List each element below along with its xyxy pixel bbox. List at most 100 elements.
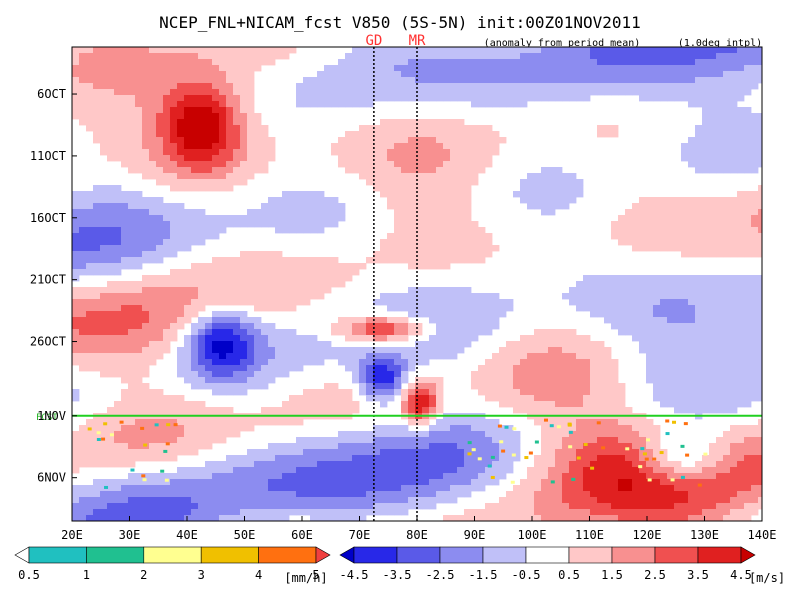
field-cell — [205, 149, 213, 156]
field-cell — [401, 131, 409, 138]
field-cell — [254, 329, 262, 336]
field-cell — [93, 419, 101, 426]
field-cell — [205, 467, 213, 474]
field-cell — [611, 407, 619, 414]
field-cell — [135, 353, 143, 360]
field-cell — [667, 311, 675, 318]
field-cell — [436, 185, 444, 192]
field-cell — [135, 167, 143, 174]
field-cell — [324, 443, 332, 450]
field-cell — [163, 167, 171, 174]
field-cell — [716, 215, 724, 222]
field-cell — [709, 221, 717, 228]
field-cell — [212, 281, 220, 288]
field-cell — [177, 293, 185, 300]
field-cell — [723, 281, 731, 288]
field-cell — [310, 263, 318, 270]
field-cell — [163, 407, 171, 414]
field-cell — [184, 209, 192, 216]
field-cell — [233, 71, 241, 78]
field-cell — [464, 467, 472, 474]
field-cell — [205, 179, 213, 186]
field-cell — [205, 353, 213, 360]
field-cell — [520, 77, 528, 84]
field-cell — [695, 215, 703, 222]
field-cell — [380, 317, 388, 324]
field-cell — [394, 185, 402, 192]
field-cell — [310, 293, 318, 300]
field-cell — [128, 119, 136, 126]
field-cell — [254, 455, 262, 462]
field-cell — [324, 275, 332, 282]
field-cell — [513, 401, 521, 408]
field-cell — [310, 89, 318, 96]
field-cell — [275, 365, 283, 372]
field-cell — [135, 443, 143, 450]
field-cell — [289, 353, 297, 360]
field-cell — [226, 113, 234, 120]
field-cell — [296, 89, 304, 96]
field-cell — [744, 329, 752, 336]
field-cell — [268, 143, 276, 150]
field-cell — [646, 215, 654, 222]
field-cell — [562, 53, 570, 60]
field-cell — [758, 443, 762, 450]
field-cell — [170, 407, 178, 414]
field-cell — [457, 449, 465, 456]
field-cell — [128, 437, 136, 444]
field-cell — [198, 59, 206, 66]
field-cell — [562, 293, 570, 300]
field-cell — [737, 461, 745, 468]
field-cell — [121, 281, 129, 288]
field-cell — [128, 107, 136, 114]
field-cell — [436, 419, 444, 426]
field-cell — [681, 347, 689, 354]
field-cell — [520, 389, 528, 396]
field-cell — [709, 299, 717, 306]
field-cell — [401, 395, 409, 402]
field-cell — [695, 155, 703, 162]
field-cell — [296, 101, 304, 108]
field-cell — [191, 89, 199, 96]
field-cell — [394, 143, 402, 150]
field-cell — [527, 371, 535, 378]
field-cell — [548, 419, 556, 426]
field-cell — [429, 257, 437, 264]
field-cell — [72, 83, 80, 90]
field-cell — [100, 479, 108, 486]
field-cell — [380, 155, 388, 162]
field-cell — [86, 89, 94, 96]
field-cell — [338, 329, 346, 336]
field-cell — [205, 101, 213, 108]
field-cell — [338, 359, 346, 366]
field-cell — [541, 365, 549, 372]
field-cell — [562, 347, 570, 354]
field-cell — [387, 449, 395, 456]
field-cell — [240, 473, 248, 480]
field-cell — [576, 95, 584, 102]
field-cell — [156, 305, 164, 312]
field-cell — [380, 359, 388, 366]
field-cell — [723, 53, 731, 60]
field-cell — [443, 287, 451, 294]
field-cell — [436, 311, 444, 318]
field-cell — [79, 305, 87, 312]
field-cell — [632, 227, 640, 234]
field-cell — [737, 299, 745, 306]
field-cell — [653, 65, 661, 72]
field-cell — [401, 437, 409, 444]
field-cell — [499, 383, 507, 390]
field-cell — [534, 461, 542, 468]
field-cell — [443, 341, 451, 348]
field-cell — [373, 59, 381, 66]
field-cell — [520, 371, 528, 378]
field-cell — [170, 89, 178, 96]
field-cell — [79, 353, 87, 360]
field-cell — [646, 329, 654, 336]
field-cell — [548, 71, 556, 78]
field-cell — [205, 335, 213, 342]
field-cell — [86, 65, 94, 72]
field-cell — [422, 233, 430, 240]
field-cell — [660, 203, 668, 210]
field-cell — [709, 329, 717, 336]
